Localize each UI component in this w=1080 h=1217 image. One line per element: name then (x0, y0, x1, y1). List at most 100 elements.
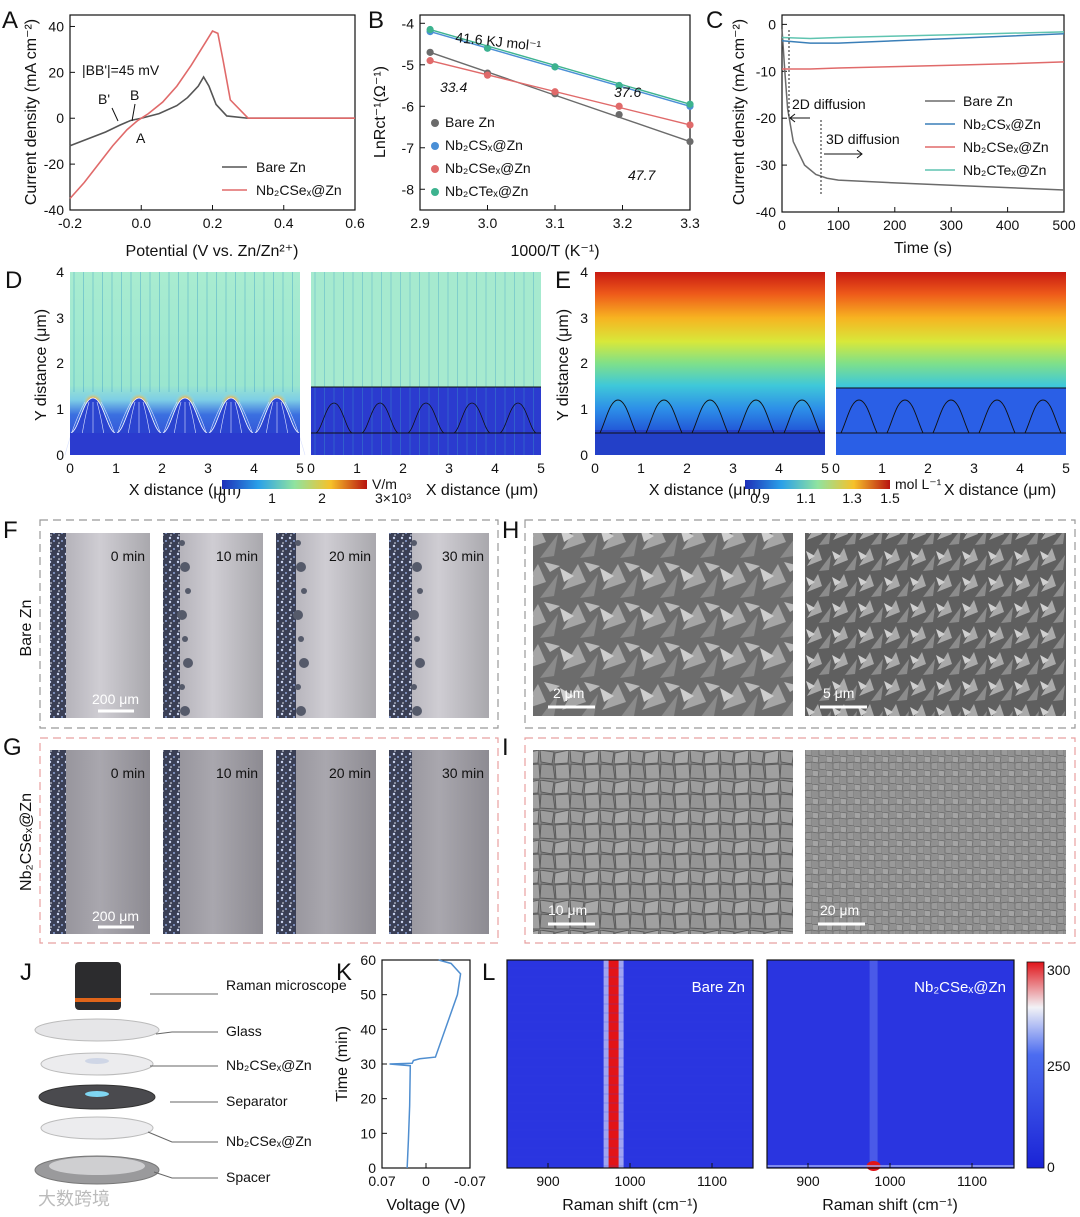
xtick-d-0-0: 0 (66, 460, 74, 476)
series-a-1 (69, 30, 355, 200)
cell-stack-illustration (34, 962, 160, 1185)
field-map-bare (64, 272, 306, 456)
xtick-b-0: 2.9 (410, 215, 430, 231)
panel-l: L Bare Zn Nb₂CSeₓ@Zn 900 900 1000 1000 1100 1… (482, 959, 1071, 1214)
xtick-e-1-2: 2 (924, 460, 932, 476)
legend-b: Bare Zn Nb₂CSₓ@Zn Nb₂CSeₓ@Zn Nb₂CTeₓ@Zn (431, 114, 531, 199)
ytick-k-6: 60 (360, 952, 376, 968)
legend-marker-b-2 (431, 165, 439, 173)
xlabel-a: Potential (V vs. Zn/Zn²⁺) (126, 243, 299, 260)
point-b-2-0 (426, 57, 434, 65)
ytick-b-0: -4 (402, 15, 415, 31)
axes-frame-a (69, 14, 356, 211)
colorbar-tick-d2: 2 (318, 490, 326, 506)
colorbar-d (222, 480, 367, 489)
annotation-bb: |BB'|=45 mV (82, 62, 160, 78)
xtick-e-1-4: 4 (1016, 460, 1024, 476)
xtick-b-1: 3.0 (478, 215, 498, 231)
sem-image-coated-20um (805, 750, 1066, 934)
colorbar-tick-e0: 0.9 (750, 490, 770, 506)
ytick-k-5: 50 (360, 987, 376, 1003)
scalebar-label-h1: 2 μm (553, 685, 584, 701)
axes-ticks-c: 0 100 200 300 400 500 0 -10 -20 -30 -40 (756, 16, 1076, 233)
xtick-e-0-4: 4 (775, 460, 783, 476)
point-b-2-3 (615, 102, 623, 110)
panel-i: I 10 μm 20 μm (502, 734, 1076, 944)
arrow-2d (789, 113, 810, 123)
heatmap-title-coated: Nb₂CSeₓ@Zn (914, 979, 1006, 996)
xlabel-c: Time (s) (894, 240, 952, 257)
time-label-coated-0: 0 min (111, 765, 145, 781)
frame-h (524, 519, 1076, 729)
xtick-d-0-3: 3 (204, 460, 212, 476)
heatmap-title-bare: Bare Zn (692, 979, 745, 996)
ytick-c-0: 0 (768, 16, 776, 32)
panel-label-d: D (5, 267, 22, 294)
xtick-l-1-1: 1000 (874, 1173, 905, 1189)
ytick-k-0: 0 (368, 1160, 376, 1176)
point-b-3-4 (686, 100, 694, 108)
xtick-e-1-0: 0 (832, 460, 840, 476)
axes-ticks-a: -0.2 0.0 0.2 0.4 0.6 -40 -20 0 20 40 (44, 18, 365, 231)
annotation-ea-bare: 33.4 (440, 79, 467, 95)
fit-line-b-0 (429, 51, 691, 143)
ytick-d-4: 4 (56, 264, 64, 280)
xtick-d-1-1: 1 (353, 460, 361, 476)
concentration-map-coated (836, 272, 1066, 455)
axes-ticks-l: 900 900 1000 1000 1100 1100 (536, 1163, 987, 1189)
optical-image-coated-0 (50, 750, 150, 934)
point-b-2-4 (686, 121, 694, 129)
xtick-k-2: -0.07 (454, 1173, 486, 1189)
xtick-e-0-3: 3 (729, 460, 737, 476)
frame-f (39, 519, 499, 729)
label-spacer: Spacer (226, 1169, 271, 1185)
point-b-3-2 (551, 63, 559, 71)
xtick-k-0: 0.07 (368, 1173, 395, 1189)
legend-se-a: Nb₂CSeₓ@Zn (256, 182, 342, 198)
legend-label-c-3: Nb₂CTeₓ@Zn (963, 162, 1046, 178)
legend-label-c-0: Bare Zn (963, 93, 1013, 109)
annotation-b: B (130, 87, 139, 103)
fit-line-b-1 (429, 30, 691, 107)
xtick-e-1-3: 3 (970, 460, 978, 476)
xtick-c-1: 100 (827, 217, 851, 233)
xtick-l-1-0: 900 (796, 1173, 820, 1189)
legend-label-c-1: Nb₂CSₓ@Zn (963, 116, 1041, 132)
ytick-e-3: 3 (580, 310, 588, 326)
annotation-b-prime: B' (98, 91, 110, 107)
xlabel-l2: Raman shift (cm⁻¹) (822, 1197, 958, 1214)
colorbar-tick-e1: 1.1 (796, 490, 816, 506)
ylabel-a: Current density (mA cm⁻²) (23, 19, 40, 205)
colorbar-unit-d: V/m (372, 476, 397, 492)
heatmap-bare (506, 959, 754, 1169)
panel-label-f: F (3, 517, 18, 544)
panel-label-a: A (2, 7, 18, 34)
optical-image-bare-0 (50, 533, 150, 718)
xtick-d-0-4: 4 (250, 460, 258, 476)
ytick-a-2: 0 (56, 110, 64, 126)
series-k-voltage (389, 959, 462, 1169)
scalebar-label-f: 200 μm (92, 691, 139, 707)
fit-line-b-3 (429, 28, 691, 105)
series-c-1 (781, 33, 1065, 44)
legend-label-b-2: Nb₂CSeₓ@Zn (445, 160, 531, 176)
scalebar-label-g: 200 μm (92, 908, 139, 924)
ytick-a-3: 20 (48, 64, 64, 80)
ytick-d-1: 1 (56, 401, 64, 417)
xtick-a-0: -0.2 (58, 215, 82, 231)
panel-label-c: C (706, 7, 723, 34)
time-label-coated-1: 10 min (216, 765, 258, 781)
sem-image-bare-2um (533, 533, 793, 716)
xtick-b-3: 3.2 (613, 215, 633, 231)
sem-image-coated-10um (533, 750, 793, 934)
peak-trace-coated (869, 960, 878, 1168)
xtick-e-0-1: 1 (637, 460, 645, 476)
colorbar-tick-e2: 1.3 (842, 490, 862, 506)
time-label-bare-1: 10 min (216, 548, 258, 564)
ylabel-k: Time (min) (334, 1026, 351, 1102)
peak-band-bare (608, 960, 619, 1168)
series-line-k (389, 959, 462, 1169)
row-label-bare: Bare Zn (18, 600, 35, 657)
xtick-d-1-4: 4 (491, 460, 499, 476)
